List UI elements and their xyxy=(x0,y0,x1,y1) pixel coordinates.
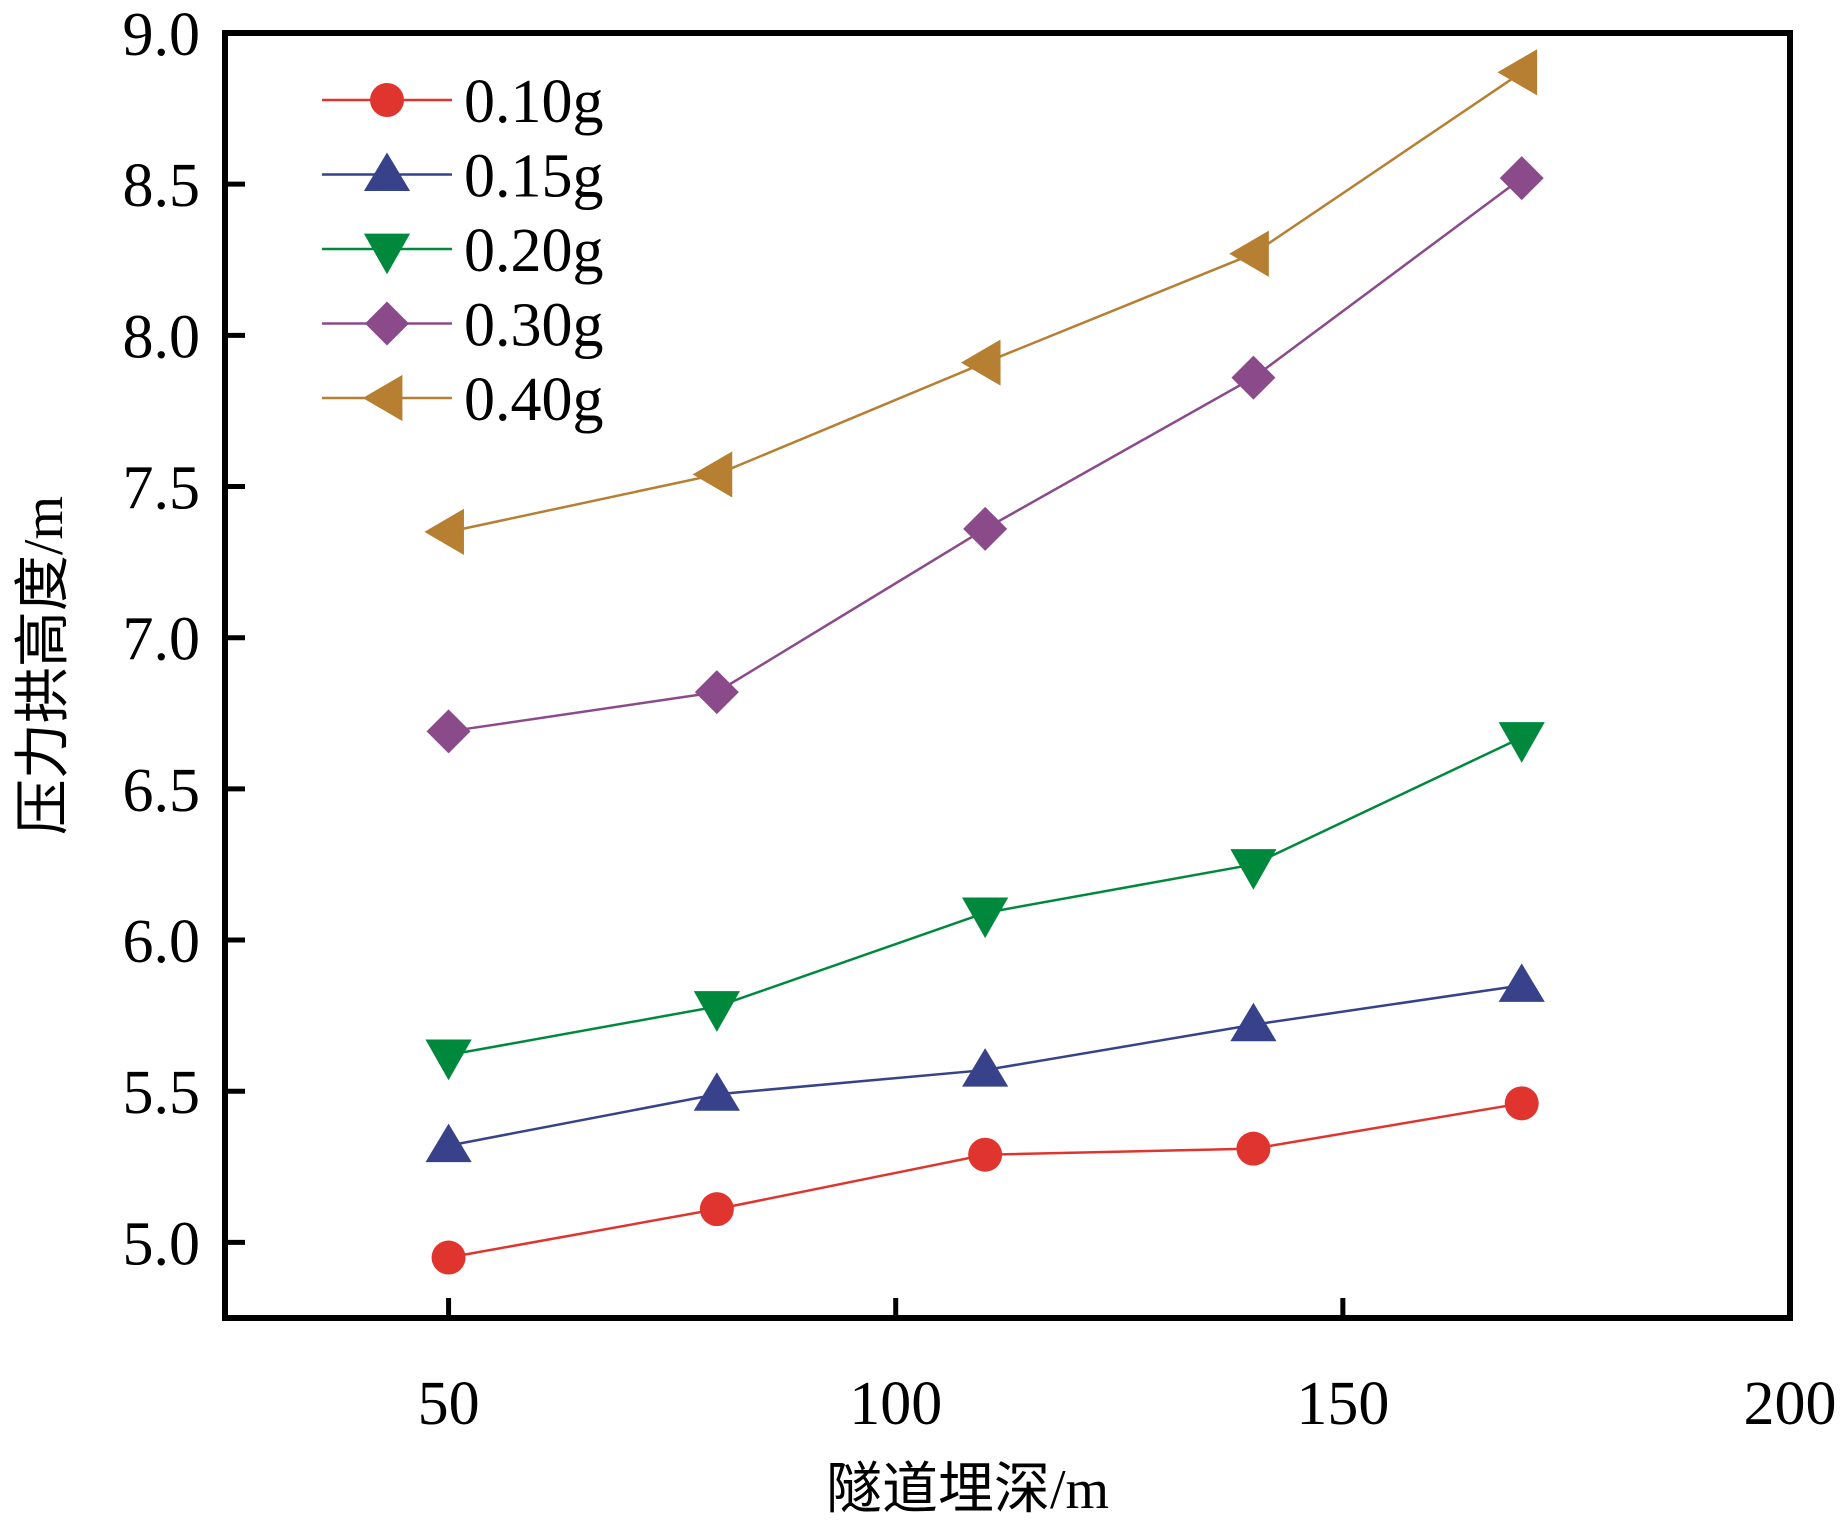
data-point-0.40g xyxy=(692,451,733,498)
data-point-0.30g xyxy=(963,506,1008,551)
x-tick-label: 100 xyxy=(849,1370,942,1438)
data-point-0.10g xyxy=(431,1240,466,1275)
data-point-0.15g xyxy=(425,1123,472,1163)
y-tick-label: 8.0 xyxy=(123,303,201,371)
y-tick-label: 7.0 xyxy=(123,606,201,674)
data-point-0.40g xyxy=(1497,49,1538,96)
y-axis-title: 压力拱高度/m xyxy=(13,496,75,835)
data-point-0.30g xyxy=(1231,355,1276,400)
data-point-0.30g xyxy=(426,709,471,754)
data-point-0.20g xyxy=(1498,722,1545,763)
legend-label: 0.20g xyxy=(464,217,604,285)
data-point-0.30g xyxy=(1499,156,1544,201)
data-point-0.20g xyxy=(693,991,740,1032)
legend-marker xyxy=(363,152,411,191)
legend-marker xyxy=(363,233,411,275)
plot-series-group xyxy=(424,49,1545,1275)
data-point-0.10g xyxy=(1236,1131,1271,1166)
y-tick-label: 8.5 xyxy=(123,152,201,220)
legend-label: 0.40g xyxy=(464,366,604,434)
series-line-0.10g xyxy=(448,1102,1522,1259)
series-line-0.40g xyxy=(448,71,1523,534)
data-point-0.15g xyxy=(1498,963,1545,1002)
legend-marker xyxy=(362,374,403,422)
y-tick-label: 9.0 xyxy=(123,1,201,69)
data-point-0.40g xyxy=(424,508,464,555)
legend-label: 0.15g xyxy=(464,143,604,211)
y-tick-label: 5.5 xyxy=(123,1059,201,1127)
y-tick-label: 7.5 xyxy=(123,455,201,523)
data-point-0.10g xyxy=(699,1192,734,1227)
y-tick-label: 6.5 xyxy=(123,757,201,825)
y-tick-label: 5.0 xyxy=(123,1210,201,1278)
data-point-0.30g xyxy=(694,670,739,715)
x-tick-label: 150 xyxy=(1296,1370,1389,1438)
data-point-0.20g xyxy=(962,897,1009,939)
series-line-0.20g xyxy=(448,736,1523,1057)
series-line-0.30g xyxy=(448,177,1523,733)
data-point-0.10g xyxy=(1504,1086,1539,1121)
x-axis-title: 隧道埋深/m xyxy=(826,1459,1109,1521)
data-point-0.40g xyxy=(1229,230,1269,277)
x-tick-label: 200 xyxy=(1744,1370,1837,1438)
data-point-0.20g xyxy=(1230,849,1277,890)
data-point-0.10g xyxy=(968,1137,1003,1172)
legend-marker xyxy=(370,83,404,117)
x-tick-label: 50 xyxy=(418,1370,480,1438)
data-point-0.15g xyxy=(693,1072,740,1111)
data-point-0.20g xyxy=(425,1039,472,1081)
y-tick-label: 6.0 xyxy=(123,908,201,976)
y-axis: 5.0 5.5 6.0 6.5 7.0 7.5 8.0 8.5 9.0 xyxy=(123,1,245,1278)
legend-label: 0.30g xyxy=(464,292,604,360)
data-point-0.15g xyxy=(1230,1002,1277,1042)
legend-marker xyxy=(365,301,409,346)
x-axis: 50 100 150 200 xyxy=(418,1298,1837,1438)
data-point-0.15g xyxy=(962,1048,1009,1087)
data-point-0.40g xyxy=(960,339,1001,386)
plot-frame xyxy=(222,30,1793,1321)
legend-label: 0.10g xyxy=(464,68,604,136)
